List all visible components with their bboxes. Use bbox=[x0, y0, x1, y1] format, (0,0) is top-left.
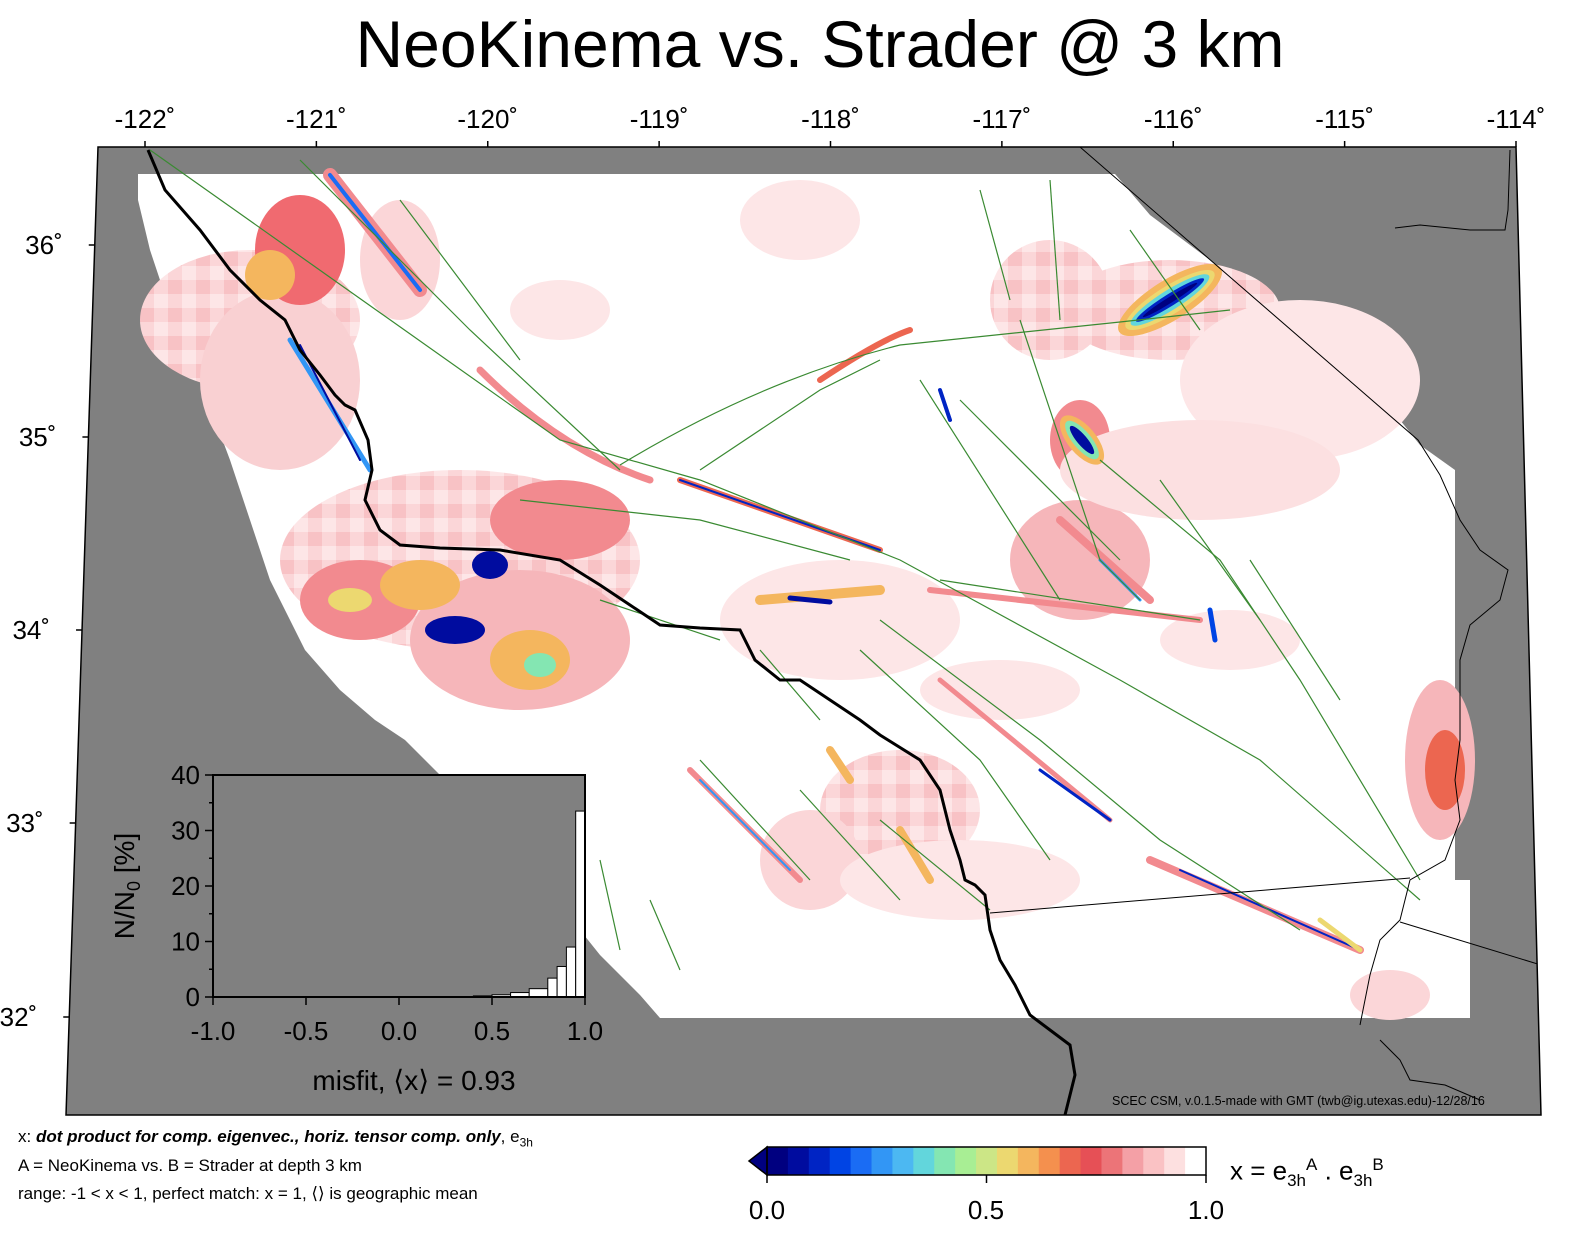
colorbar-swatch bbox=[829, 1147, 852, 1175]
colorbar-tick-label: 0.5 bbox=[967, 1195, 1005, 1225]
colorbar-low-arrow bbox=[747, 1145, 768, 1177]
colorbar-swatch bbox=[808, 1147, 831, 1175]
histogram-y-tick-label: 30 bbox=[171, 816, 200, 846]
colorbar-swatch bbox=[913, 1147, 935, 1175]
colorbar-tick-label: 0.0 bbox=[748, 1195, 786, 1225]
histogram-bar bbox=[528, 988, 549, 998]
histogram-y-tick-label: 20 bbox=[171, 871, 200, 901]
longitude-label: -117˚ bbox=[972, 104, 1031, 134]
caption-line-1-prefix: x: bbox=[18, 1127, 36, 1146]
colorbar-swatch bbox=[996, 1147, 1019, 1175]
caption-line-1-sub: 3h bbox=[519, 1135, 533, 1150]
fault-misfit-stripes bbox=[287, 168, 1364, 954]
latitude-label: 36˚ bbox=[25, 230, 63, 260]
histogram-xlabel: misfit, ⟨x⟩ = 0.93 bbox=[312, 1065, 515, 1096]
histogram-x-tick-label: 1.0 bbox=[567, 1016, 603, 1046]
colorbar-swatch bbox=[892, 1147, 914, 1175]
latitude-label: 35˚ bbox=[19, 422, 57, 452]
caption-line-1: x: dot product for comp. eigenvec., hori… bbox=[18, 1127, 533, 1152]
colorbar-eq-mid: . e bbox=[1317, 1155, 1354, 1186]
longitude-label: -115˚ bbox=[1315, 104, 1374, 134]
colorbar-tick-label: 1.0 bbox=[1187, 1195, 1225, 1225]
colorbar-swatch bbox=[1143, 1147, 1165, 1175]
histogram-bar bbox=[565, 946, 577, 998]
caption-line-2: A = NeoKinema vs. B = Strader at depth 3… bbox=[18, 1156, 362, 1175]
histogram-x-tick-label: 0.5 bbox=[474, 1016, 510, 1046]
colorbar-swatch bbox=[1080, 1147, 1102, 1175]
colorbar-swatch bbox=[871, 1147, 893, 1175]
histogram-bar bbox=[556, 965, 567, 998]
map-ticks bbox=[63, 141, 1517, 1018]
histogram-x-tick-label: -1.0 bbox=[191, 1016, 236, 1046]
latitude-label: 33˚ bbox=[6, 808, 44, 838]
longitude-label: -121˚ bbox=[286, 104, 347, 134]
colorbar-swatch bbox=[787, 1147, 810, 1175]
colorbar bbox=[747, 1145, 1207, 1183]
map-frame bbox=[65, 146, 1542, 1116]
histogram-inset: -1.0 -0.5 0.0 0.5 1.0 0 10 20 30 40 misfit, ⟨x⟩ = … bbox=[109, 760, 603, 1096]
colorbar-swatch bbox=[1185, 1147, 1207, 1175]
colorbar-swatch bbox=[955, 1147, 977, 1175]
latitude-labels: 36˚ 35˚ 34˚ 33˚ 32˚ bbox=[0, 230, 63, 1032]
colorbar-swatch bbox=[1122, 1147, 1144, 1175]
histogram-ticks: -1.0 -0.5 0.0 0.5 1.0 0 10 20 30 40 misfit, ⟨x⟩ = … bbox=[109, 760, 603, 1096]
longitude-label: -119˚ bbox=[630, 104, 689, 134]
colorbar-swatch bbox=[850, 1147, 873, 1175]
colorbar-eq-sub1: 3h bbox=[1287, 1170, 1307, 1190]
histogram-bar bbox=[575, 810, 586, 998]
colorbar-swatch bbox=[1059, 1147, 1082, 1175]
colorbar-eq-x: x = e bbox=[1230, 1155, 1288, 1186]
caption-line-3: range: -1 < x < 1, perfect match: x = 1,… bbox=[18, 1184, 478, 1203]
caption-line-1-suffix: , e bbox=[500, 1127, 520, 1146]
colorbar-swatch bbox=[934, 1147, 956, 1175]
latitude-label: 34˚ bbox=[12, 615, 50, 645]
colorbar-swatch bbox=[767, 1147, 789, 1175]
colorbar-swatch bbox=[1038, 1147, 1061, 1175]
colorbar-swatch bbox=[1164, 1147, 1186, 1175]
histogram-x-tick-label: -0.5 bbox=[284, 1016, 329, 1046]
histogram-y-tick-label: 10 bbox=[171, 927, 200, 957]
histogram-x-tick-label: 0.0 bbox=[381, 1016, 417, 1046]
strong-anomalies bbox=[1059, 263, 1222, 465]
coastline bbox=[146, 149, 1077, 1115]
longitude-label: -116˚ bbox=[1144, 104, 1203, 134]
colorbar-eq-sup2: B bbox=[1372, 1155, 1384, 1174]
longitude-labels: -122˚ -121˚ -120˚ -119˚ -118˚ -117˚ -116˚ -115˚… bbox=[115, 104, 1546, 134]
colorbar-swatch bbox=[1101, 1147, 1123, 1175]
colorbar-swatch bbox=[1017, 1147, 1040, 1175]
histogram-bar bbox=[547, 977, 558, 998]
caption-line-1-bold: dot product for comp. eigenvec., horiz. … bbox=[35, 1127, 501, 1146]
longitude-label: -120˚ bbox=[457, 104, 518, 134]
misfit-field bbox=[140, 180, 1475, 1020]
histogram-y-tick-label: 0 bbox=[186, 982, 200, 1012]
colorbar-eq-sub2: 3h bbox=[1353, 1170, 1373, 1190]
histogram-y-tick-label: 40 bbox=[171, 760, 200, 790]
longitude-label: -114˚ bbox=[1487, 104, 1546, 134]
colorbar-equation: x = e3hA . e3hB bbox=[1230, 1150, 1384, 1196]
colorbar-swatch bbox=[976, 1147, 998, 1175]
longitude-label: -122˚ bbox=[115, 104, 176, 134]
page-title: NeoKinema vs. Strader @ 3 km bbox=[355, 7, 1285, 81]
histogram-ylabel: N/N0 [%] bbox=[109, 833, 144, 939]
fault-traces bbox=[149, 149, 1421, 971]
latitude-label: 32˚ bbox=[0, 1002, 37, 1032]
longitude-label: -118˚ bbox=[801, 104, 860, 134]
colorbar-eq-sup1: A bbox=[1306, 1155, 1318, 1174]
credit-text: SCEC CSM, v.0.1.5-made with GMT (twb@ig.… bbox=[1112, 1094, 1485, 1108]
boundaries bbox=[989, 147, 1541, 1101]
